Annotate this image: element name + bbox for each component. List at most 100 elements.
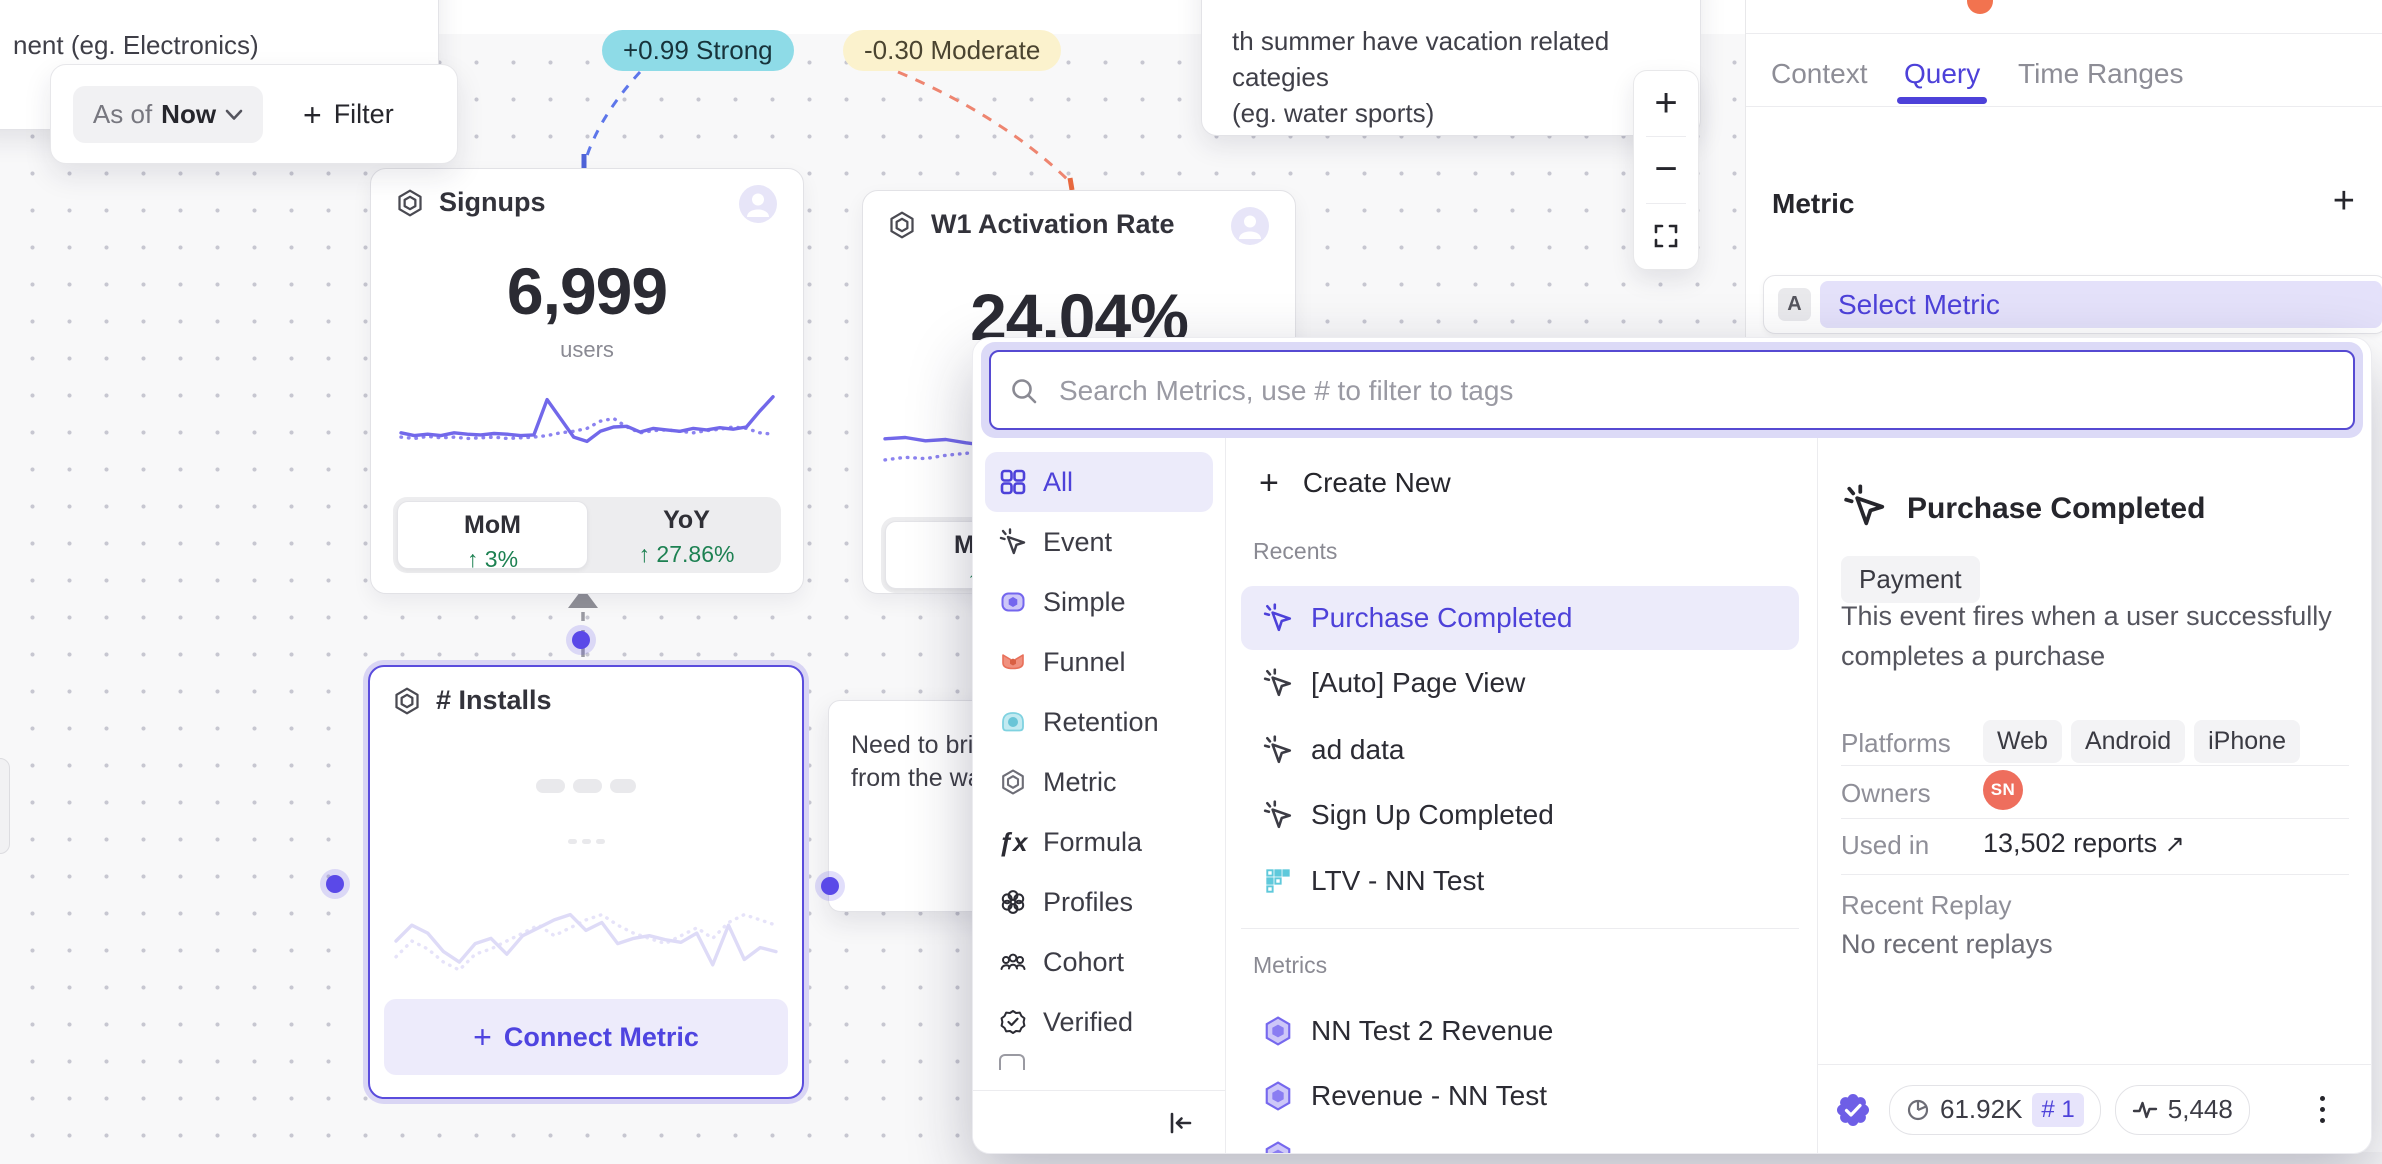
category-label: All	[1043, 466, 1074, 497]
card-title: W1 Activation Rate	[931, 209, 1175, 239]
category-formula[interactable]: ƒx Formula	[985, 812, 1213, 872]
owners-label: Owners	[1841, 778, 1931, 808]
correlation-badge-strong[interactable]: +0.99 Strong	[602, 30, 794, 71]
funnel-icon	[1002, 654, 1024, 670]
list-item-label: Sign Up Completed	[1311, 799, 1554, 830]
collapse-panel-icon[interactable]	[1165, 1108, 1195, 1138]
fit-screen-button[interactable]	[1634, 204, 1698, 269]
select-metric-field[interactable]: Select Metric	[1820, 281, 2382, 328]
category-verified[interactable]: Verified	[985, 992, 1213, 1052]
list-item-label: NN Test 2 Revenue	[1311, 1015, 1554, 1046]
category-funnel[interactable]: Funnel	[985, 632, 1213, 692]
yoy-delta: ↑ 27.86%	[638, 541, 735, 567]
metric-card-installs[interactable]: # Installs + Connect Metric	[368, 665, 1141, 1099]
list-item-revenue-nn-test[interactable]: Revenue - NN Test	[1241, 1064, 1799, 1128]
metric-hexagon-icon	[999, 768, 1027, 796]
category-label: Funnel	[1043, 646, 1126, 677]
list-item-nn-test-2-revenue[interactable]: NN Test 2 Revenue	[1241, 999, 1799, 1063]
chevron-down-icon	[225, 109, 243, 120]
used-in-link[interactable]: 13,502 reports ↗	[1983, 828, 2185, 859]
recent-replay-value: No recent replays	[1841, 929, 2053, 959]
detail-menu-button[interactable]	[2320, 1096, 2325, 1123]
notification-dot	[1967, 0, 1993, 14]
avatar[interactable]	[1231, 207, 1269, 245]
category-label: Event	[1043, 526, 1113, 557]
category-all[interactable]: All	[985, 452, 1213, 512]
detail-footer: 61.92K # 1 5,448	[1817, 1064, 2371, 1153]
platform-chip-iphone[interactable]: iPhone	[2194, 720, 2300, 763]
event-cursor-icon	[1263, 735, 1293, 765]
tab-time-ranges[interactable]: Time Ranges	[2018, 58, 2184, 89]
create-new-button[interactable]: + Create New	[1259, 466, 1451, 500]
query-count-pill[interactable]: 61.92K # 1	[1889, 1084, 2101, 1135]
mom-toggle[interactable]: MoM ↑ 3%	[397, 501, 588, 572]
category-partial-icon	[999, 1054, 1025, 1070]
category-cohort[interactable]: Cohort	[985, 932, 1213, 992]
detail-description: This event fires when a user successfull…	[1841, 601, 2332, 671]
list-item-label: ad data	[1311, 734, 1405, 765]
metric-hexagon-filled-icon	[1263, 1016, 1293, 1046]
used-in-label: Used in	[1841, 830, 1930, 860]
tab-query[interactable]: Query	[1904, 58, 1981, 89]
list-item-ltv-nn-test[interactable]: LTV - NN Test	[1241, 849, 1799, 913]
profiles-icon	[1001, 890, 1025, 914]
tab-context[interactable]: Context	[1771, 58, 1868, 89]
mom-delta: ↑ 3%	[466, 546, 519, 572]
category-label: Simple	[1043, 586, 1126, 617]
sparkline-solid	[394, 912, 778, 967]
metric-card-signups[interactable]: Signups 6,999 users MoM ↑ 3% YoY ↑ 27.86…	[370, 168, 804, 594]
add-metric-button[interactable]: +	[2332, 180, 2355, 222]
row-letter-badge: A	[1778, 288, 1811, 321]
list-item-sign-up-completed[interactable]: Sign Up Completed	[1241, 783, 1799, 847]
simple-icon	[1001, 592, 1025, 612]
avatar[interactable]	[739, 185, 777, 223]
list-item-label: LTV - NN Test	[1311, 865, 1485, 896]
connect-metric-button[interactable]: + Connect Metric	[384, 999, 788, 1075]
recents-section-label: Recents	[1253, 538, 1338, 564]
category-label: Formula	[1043, 826, 1143, 857]
search-input[interactable]	[1057, 352, 2341, 430]
owner-avatar[interactable]: SN	[1983, 770, 2023, 810]
event-cursor-icon	[999, 528, 1027, 556]
platform-chip-android[interactable]: Android	[2070, 720, 2186, 763]
zoom-out-button[interactable]: −	[1654, 147, 1678, 192]
category-event[interactable]: Event	[985, 512, 1213, 572]
metric-row-a[interactable]: A Select Metric	[1763, 275, 2382, 334]
list-item-auto-page-view[interactable]: [Auto] Page View	[1241, 651, 1799, 715]
note-line: from the wa	[851, 764, 982, 792]
category-metric[interactable]: Metric	[985, 752, 1213, 812]
add-filter-button[interactable]: + Filter	[289, 86, 408, 143]
as-of-dropdown[interactable]: As of Now	[73, 86, 263, 143]
zoom-in-button[interactable]: +	[1654, 81, 1678, 126]
list-item-label: Purchase Completed	[1311, 602, 1573, 633]
sticky-note-summer[interactable]: th summer have vacation related categies…	[1201, 0, 1701, 136]
note-line: (eg. water sports)	[1232, 98, 1435, 128]
category-profiles[interactable]: Profiles	[985, 872, 1213, 932]
list-item-ad-data[interactable]: ad data	[1241, 718, 1799, 782]
external-arrow-icon: ↗	[2164, 831, 2185, 858]
event-cursor-icon	[1263, 668, 1293, 698]
verified-badge-icon	[1000, 1010, 1026, 1034]
expand-icon	[1653, 223, 1679, 249]
plus-icon: +	[1259, 464, 1279, 502]
category-label: Profiles	[1043, 886, 1134, 917]
category-retention[interactable]: Retention	[985, 692, 1213, 752]
connect-metric-label: Connect Metric	[503, 1021, 699, 1052]
sticky-note-need[interactable]: Need to brir from the wa	[828, 700, 990, 912]
rank-badge: # 1	[2032, 1092, 2084, 1127]
sparkline-chart	[399, 395, 775, 444]
category-label: Retention	[1043, 706, 1159, 737]
detail-tag-payment[interactable]: Payment	[1841, 556, 1980, 603]
yoy-toggle[interactable]: YoY ↑ 27.86%	[592, 497, 781, 573]
platform-chip-web[interactable]: Web	[1983, 720, 2062, 763]
left-edge-tab[interactable]	[0, 758, 10, 854]
category-simple[interactable]: Simple	[985, 572, 1213, 632]
as-of-value: Now	[161, 99, 217, 129]
sparkline-dotted	[394, 912, 778, 973]
metric-hexagon-filled-icon	[1263, 1081, 1293, 1111]
person-icon	[739, 185, 777, 223]
metric-selector-modal: All Event Simple Funnel Retention	[972, 337, 2372, 1154]
correlation-badge-moderate[interactable]: -0.30 Moderate	[843, 30, 1062, 71]
event-count-pill[interactable]: 5,448	[2114, 1084, 2250, 1135]
list-item-purchase-completed[interactable]: Purchase Completed	[1241, 586, 1799, 650]
